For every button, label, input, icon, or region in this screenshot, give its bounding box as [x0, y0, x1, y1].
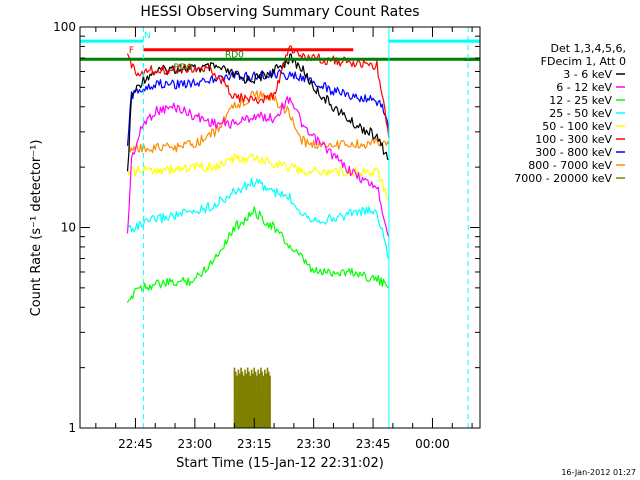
- flag-label-n: N: [144, 31, 151, 41]
- legend-entry-50-100-kev: 50 - 100 keV: [542, 120, 612, 133]
- flag-label-rd0: RD0: [225, 50, 244, 60]
- plot-series: [126, 45, 390, 428]
- series-7000-20000-kev: [233, 367, 271, 428]
- y-tick-label: 1: [68, 421, 76, 435]
- legend-entry-300-800-kev: 300 - 800 keV: [535, 146, 612, 159]
- legend-entry-7000-20000-kev: 7000 - 20000 keV: [514, 172, 612, 185]
- x-tick-label: 23:30: [296, 437, 331, 451]
- x-tick-labels: 22:45 23:00 23:15 23:30 23:45 00:00: [118, 437, 450, 451]
- series-12-25-kev: [126, 206, 390, 303]
- y-tick-label: 100: [53, 20, 76, 34]
- x-tick-label: 00:00: [415, 437, 450, 451]
- legend-entry-800-7000-kev: 800 - 7000 keV: [528, 159, 612, 172]
- y-axis-label: Count Rate (s⁻¹ detector⁻¹): [29, 140, 44, 317]
- x-tick-label: 22:45: [118, 437, 153, 451]
- axis-ticks: [80, 26, 480, 429]
- series-6-12-kev: [126, 96, 390, 237]
- y-tick-labels: 1 10 100: [53, 20, 76, 435]
- series-3-6-kev: [126, 53, 390, 172]
- legend-header: FDecim 1, Att 0: [541, 55, 626, 68]
- x-tick-label: 23:45: [356, 437, 391, 451]
- chart-title: HESSI Observing Summary Count Rates: [140, 4, 419, 20]
- series-50-100-kev: [126, 153, 390, 201]
- legend-entry-25-50-kev: 25 - 50 keV: [549, 107, 612, 120]
- series-7000-20000-kev-fill: [234, 395, 271, 428]
- legend: Det 1,3,4,5,6,FDecim 1, Att 03 - 6 keV6 …: [514, 42, 626, 185]
- plot-vlines: [142, 27, 469, 428]
- y-tick-label: 10: [61, 221, 76, 235]
- plot-flags: NF RD0 RD0: [80, 31, 480, 73]
- series-25-50-kev: [127, 177, 390, 260]
- x-tick-label: 23:15: [237, 437, 272, 451]
- legend-entry-100-300-kev: 100 - 300 keV: [535, 133, 612, 146]
- legend-header: Det 1,3,4,5,6,: [550, 42, 626, 55]
- legend-entry-6-12-kev: 6 - 12 keV: [556, 81, 612, 94]
- legend-entry-12-25-kev: 12 - 25 keV: [549, 94, 612, 107]
- flag-label-f: F: [129, 46, 134, 56]
- series-800-7000-kev: [127, 90, 390, 154]
- x-tick-label: 23:00: [178, 437, 213, 451]
- timestamp: 16-Jan-2012 01:27: [561, 468, 636, 477]
- legend-entry-3-6-kev: 3 - 6 keV: [563, 68, 612, 81]
- flag-label-rd0: RD0: [174, 63, 193, 73]
- x-axis-label: Start Time (15-Jan-12 22:31:02): [176, 456, 384, 471]
